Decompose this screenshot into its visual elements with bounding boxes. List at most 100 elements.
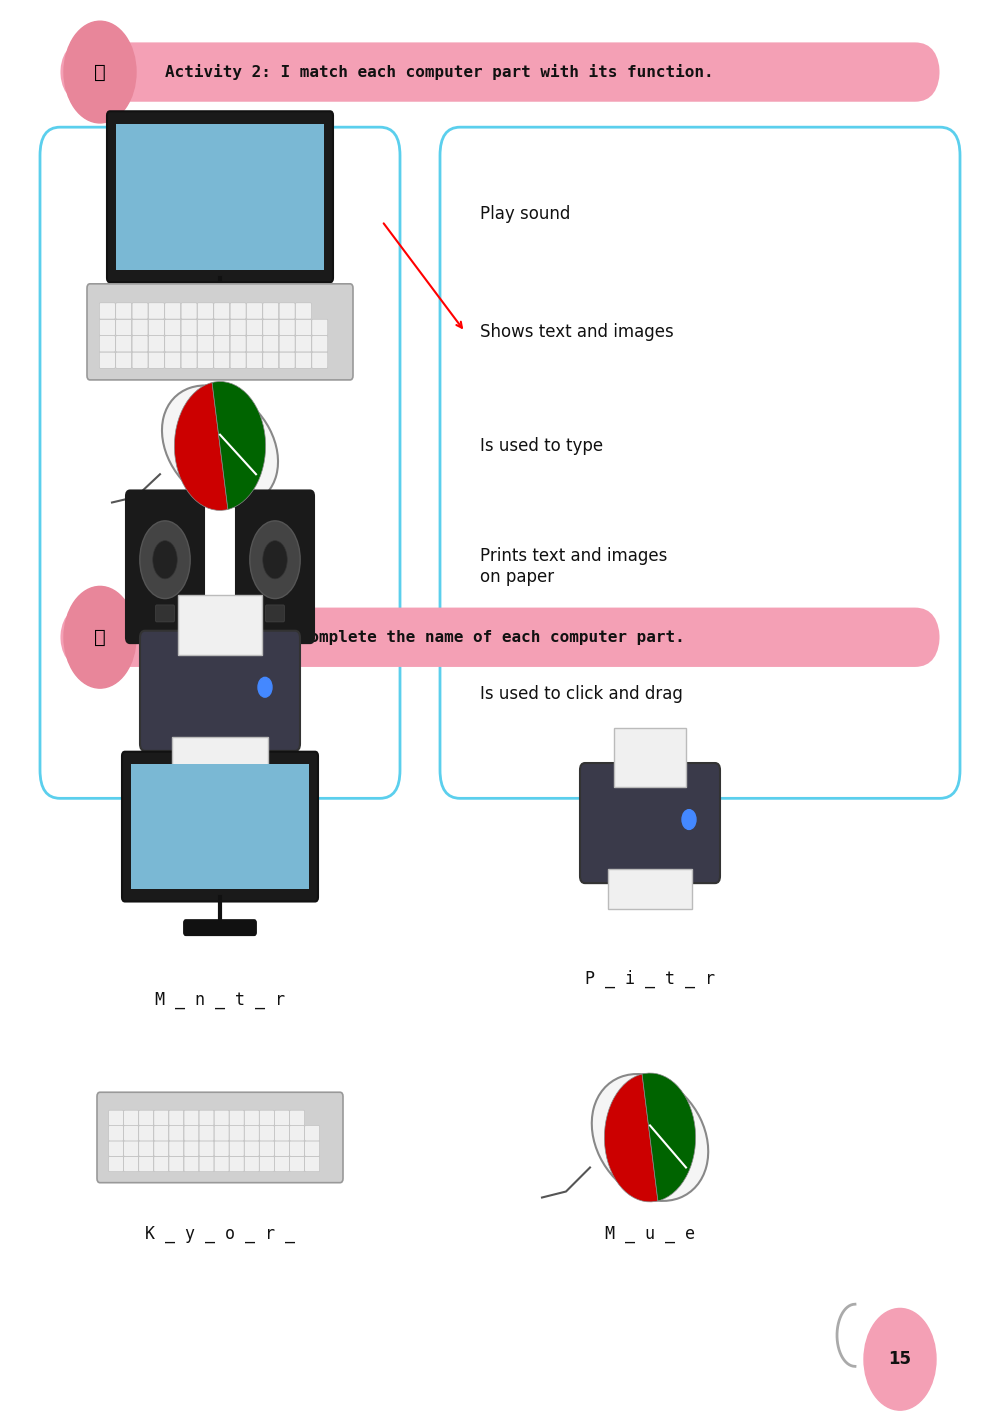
Text: P _ i _ t _ r: P _ i _ t _ r <box>585 971 715 988</box>
FancyBboxPatch shape <box>246 352 262 369</box>
FancyBboxPatch shape <box>165 336 181 352</box>
Ellipse shape <box>250 521 300 599</box>
FancyBboxPatch shape <box>99 319 115 335</box>
FancyBboxPatch shape <box>290 1111 304 1126</box>
FancyBboxPatch shape <box>275 1156 289 1171</box>
Ellipse shape <box>592 1074 708 1201</box>
FancyBboxPatch shape <box>131 764 309 889</box>
FancyBboxPatch shape <box>279 336 295 352</box>
FancyBboxPatch shape <box>246 302 262 319</box>
FancyBboxPatch shape <box>154 1140 169 1156</box>
FancyBboxPatch shape <box>139 1140 154 1156</box>
Text: Play sound: Play sound <box>480 205 570 223</box>
FancyBboxPatch shape <box>263 352 279 369</box>
FancyBboxPatch shape <box>214 1126 229 1140</box>
Text: Shows text and images: Shows text and images <box>480 324 674 341</box>
FancyBboxPatch shape <box>116 124 324 270</box>
FancyBboxPatch shape <box>181 302 197 319</box>
Circle shape <box>258 677 272 697</box>
FancyBboxPatch shape <box>140 630 300 750</box>
FancyBboxPatch shape <box>116 302 132 319</box>
FancyBboxPatch shape <box>305 1126 320 1140</box>
FancyBboxPatch shape <box>275 1111 289 1126</box>
FancyBboxPatch shape <box>279 319 295 335</box>
FancyBboxPatch shape <box>214 1156 229 1171</box>
FancyBboxPatch shape <box>60 42 940 102</box>
Text: Activity 2: I match each computer part with its function.: Activity 2: I match each computer part w… <box>165 64 714 81</box>
FancyBboxPatch shape <box>148 352 164 369</box>
Text: 📗: 📗 <box>94 627 106 647</box>
FancyBboxPatch shape <box>312 319 328 335</box>
FancyBboxPatch shape <box>290 1156 304 1171</box>
FancyBboxPatch shape <box>199 1111 214 1126</box>
FancyBboxPatch shape <box>199 1126 214 1140</box>
FancyBboxPatch shape <box>296 352 311 369</box>
FancyBboxPatch shape <box>132 352 148 369</box>
FancyBboxPatch shape <box>608 869 692 909</box>
FancyBboxPatch shape <box>197 336 213 352</box>
FancyBboxPatch shape <box>279 302 295 319</box>
Text: 📗: 📗 <box>94 62 106 82</box>
FancyBboxPatch shape <box>181 336 197 352</box>
FancyBboxPatch shape <box>40 127 400 798</box>
FancyBboxPatch shape <box>132 302 148 319</box>
FancyBboxPatch shape <box>230 302 246 319</box>
FancyBboxPatch shape <box>124 1140 139 1156</box>
FancyBboxPatch shape <box>259 1126 274 1140</box>
FancyBboxPatch shape <box>246 336 262 352</box>
FancyBboxPatch shape <box>139 1111 154 1126</box>
FancyBboxPatch shape <box>99 302 115 319</box>
FancyBboxPatch shape <box>246 319 262 335</box>
FancyBboxPatch shape <box>199 1140 214 1156</box>
FancyBboxPatch shape <box>259 1140 274 1156</box>
FancyBboxPatch shape <box>305 1156 320 1171</box>
Text: Prints text and images
on paper: Prints text and images on paper <box>480 547 667 586</box>
Circle shape <box>682 810 696 829</box>
FancyBboxPatch shape <box>109 1126 123 1140</box>
Wedge shape <box>212 382 266 510</box>
FancyBboxPatch shape <box>107 112 333 283</box>
FancyBboxPatch shape <box>197 302 213 319</box>
FancyBboxPatch shape <box>124 1111 139 1126</box>
FancyBboxPatch shape <box>97 1092 343 1183</box>
FancyBboxPatch shape <box>305 1140 320 1156</box>
FancyBboxPatch shape <box>99 336 115 352</box>
FancyBboxPatch shape <box>139 1156 154 1171</box>
FancyBboxPatch shape <box>122 752 318 901</box>
FancyBboxPatch shape <box>214 336 230 352</box>
FancyBboxPatch shape <box>169 1126 184 1140</box>
FancyBboxPatch shape <box>124 1126 139 1140</box>
FancyBboxPatch shape <box>312 336 328 352</box>
FancyBboxPatch shape <box>244 1126 259 1140</box>
FancyBboxPatch shape <box>165 302 181 319</box>
Circle shape <box>864 1308 936 1410</box>
FancyBboxPatch shape <box>266 605 284 622</box>
FancyBboxPatch shape <box>214 319 230 335</box>
FancyBboxPatch shape <box>148 336 164 352</box>
FancyBboxPatch shape <box>296 319 311 335</box>
FancyBboxPatch shape <box>263 319 279 335</box>
FancyBboxPatch shape <box>116 352 132 369</box>
FancyBboxPatch shape <box>184 1126 199 1140</box>
FancyBboxPatch shape <box>440 127 960 798</box>
Text: 15: 15 <box>889 1351 912 1368</box>
FancyBboxPatch shape <box>580 763 720 883</box>
FancyBboxPatch shape <box>263 336 279 352</box>
FancyBboxPatch shape <box>259 1156 274 1171</box>
FancyBboxPatch shape <box>244 1156 259 1171</box>
FancyBboxPatch shape <box>236 490 314 643</box>
FancyBboxPatch shape <box>109 1111 123 1126</box>
FancyBboxPatch shape <box>229 1140 244 1156</box>
Text: Activity 3: I complete the name of each computer part.: Activity 3: I complete the name of each … <box>165 629 685 646</box>
Wedge shape <box>174 383 228 510</box>
Ellipse shape <box>140 521 190 599</box>
Ellipse shape <box>263 541 287 579</box>
FancyBboxPatch shape <box>197 319 213 335</box>
FancyBboxPatch shape <box>181 319 197 335</box>
FancyBboxPatch shape <box>148 302 164 319</box>
FancyBboxPatch shape <box>184 920 256 935</box>
FancyBboxPatch shape <box>165 352 181 369</box>
FancyBboxPatch shape <box>178 595 262 654</box>
FancyBboxPatch shape <box>275 1140 289 1156</box>
FancyBboxPatch shape <box>244 1140 259 1156</box>
